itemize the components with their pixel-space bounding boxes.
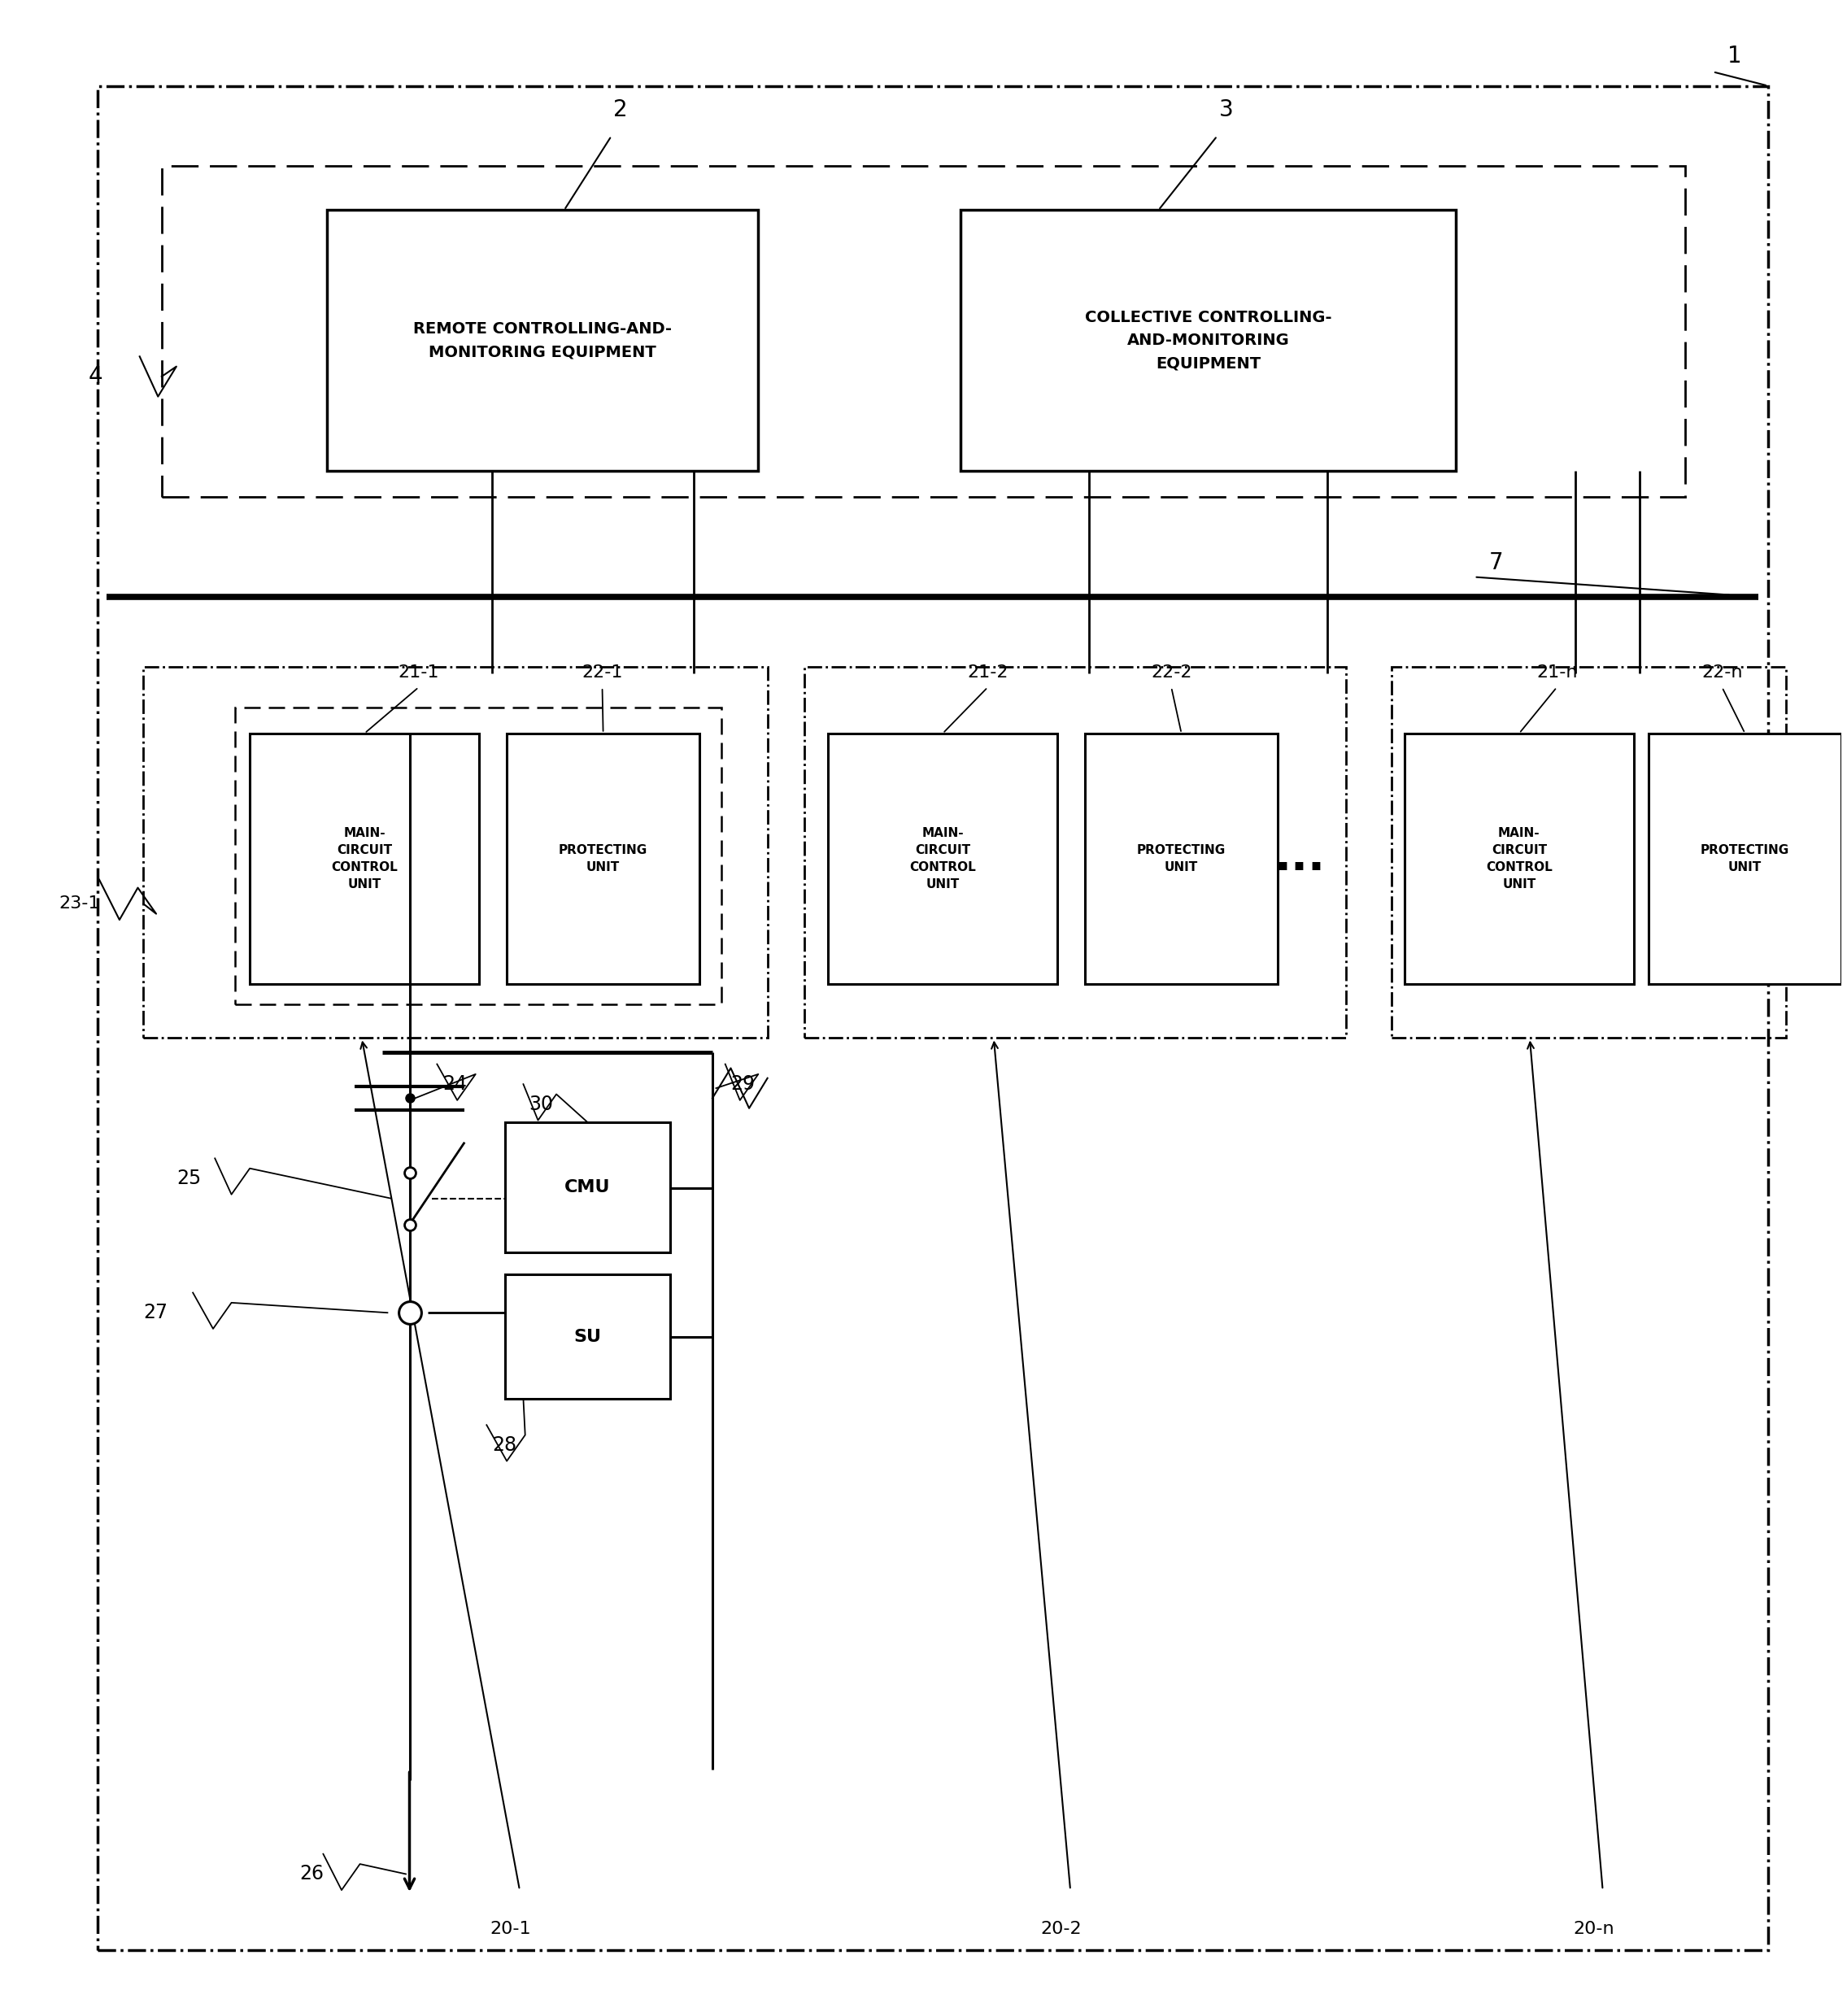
Bar	[803, 667, 1346, 1038]
Text: MAIN-
CIRCUIT
CONTROL
UNIT: MAIN- CIRCUIT CONTROL UNIT	[1487, 827, 1553, 891]
Text: 4: 4	[89, 365, 103, 387]
Text: 2: 2	[613, 99, 628, 121]
Text: MAIN-
CIRCUIT
CONTROL
UNIT: MAIN- CIRCUIT CONTROL UNIT	[331, 827, 397, 891]
Text: SU: SU	[574, 1329, 602, 1345]
Text: 20-2: 20-2	[1040, 1921, 1082, 1937]
Text: PROTECTING
UNIT: PROTECTING UNIT	[1701, 845, 1790, 873]
Text: 25: 25	[175, 1169, 201, 1187]
Text: PROTECTING
UNIT: PROTECTING UNIT	[1138, 845, 1226, 873]
Bar	[827, 734, 1058, 984]
Text: 26: 26	[299, 1865, 323, 1883]
Bar	[504, 1123, 670, 1252]
Text: 1: 1	[1727, 44, 1742, 67]
Text: 22-2: 22-2	[1151, 663, 1191, 681]
Text: MAIN-
CIRCUIT
CONTROL
UNIT: MAIN- CIRCUIT CONTROL UNIT	[909, 827, 975, 891]
Text: 22-n: 22-n	[1701, 663, 1742, 681]
Bar	[249, 734, 478, 984]
Text: 20-n: 20-n	[1574, 1921, 1614, 1937]
Text: 21-n: 21-n	[1537, 663, 1577, 681]
Bar	[163, 165, 1684, 496]
Text: 21-2: 21-2	[968, 663, 1008, 681]
Text: 21-1: 21-1	[399, 663, 440, 681]
Text: 23-1: 23-1	[59, 895, 100, 911]
Text: REMOTE CONTROLLING-AND-
MONITORING EQUIPMENT: REMOTE CONTROLLING-AND- MONITORING EQUIP…	[414, 321, 672, 359]
Text: 20-1: 20-1	[489, 1921, 532, 1937]
Text: PROTECTING
UNIT: PROTECTING UNIT	[560, 845, 648, 873]
Text: 24: 24	[443, 1075, 467, 1095]
Bar	[144, 667, 768, 1038]
Text: 28: 28	[491, 1435, 517, 1456]
Text: 22-1: 22-1	[582, 663, 622, 681]
Bar	[235, 708, 722, 1004]
Text: ...: ...	[1274, 837, 1326, 879]
Text: 7: 7	[1489, 552, 1503, 575]
Bar	[506, 734, 700, 984]
Bar	[1649, 734, 1841, 984]
Bar	[1084, 734, 1278, 984]
Text: 29: 29	[731, 1075, 755, 1095]
Bar	[1404, 734, 1635, 984]
Bar	[327, 210, 759, 472]
Bar	[504, 1274, 670, 1399]
Text: 3: 3	[1219, 99, 1234, 121]
Bar	[1391, 667, 1786, 1038]
Text: 27: 27	[144, 1302, 168, 1322]
Bar	[960, 210, 1455, 472]
Text: 30: 30	[528, 1095, 554, 1115]
Text: COLLECTIVE CONTROLLING-
AND-MONITORING
EQUIPMENT: COLLECTIVE CONTROLLING- AND-MONITORING E…	[1084, 310, 1332, 371]
Text: CMU: CMU	[565, 1179, 611, 1195]
